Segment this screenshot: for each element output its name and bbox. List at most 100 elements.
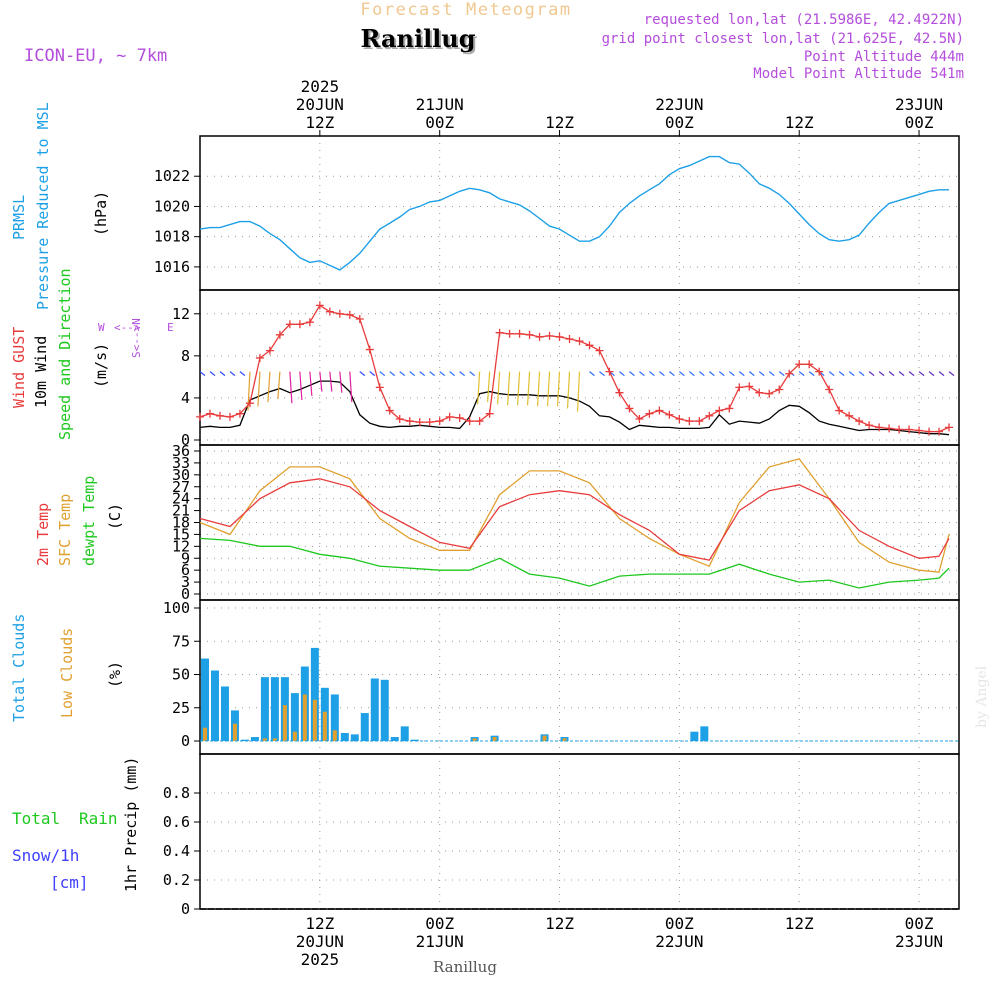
wind-direction-arrow <box>419 371 426 377</box>
y-tick-label: 100 <box>163 599 190 617</box>
y-tick-label: 0.6 <box>163 813 190 831</box>
y-tick-label: 1018 <box>154 228 190 246</box>
wind-direction-arrow <box>708 371 715 377</box>
total-cloud-bar <box>200 658 209 741</box>
low-cloud-bar <box>472 738 477 741</box>
total-precip-label: Total <box>12 809 60 828</box>
low-cloud-bar <box>562 738 567 741</box>
gust-marker <box>835 406 844 415</box>
wind-direction-arrow <box>329 371 333 392</box>
top-time-label: 12Z <box>545 113 574 132</box>
gust-marker <box>415 418 424 427</box>
panel-frame <box>199 289 960 446</box>
y-tick-label: 27 <box>172 478 190 496</box>
wind-direction-arrow <box>566 371 571 409</box>
gust-marker <box>275 330 284 339</box>
gust-marker <box>305 318 314 327</box>
gust-marker <box>725 404 734 413</box>
gust-marker <box>695 417 704 426</box>
wind-direction-arrow <box>908 371 915 377</box>
wind-direction-arrow <box>389 371 396 377</box>
gust-marker <box>935 427 944 436</box>
wind-direction-arrow <box>698 371 705 377</box>
snow-unit: [cm] <box>50 873 89 892</box>
wind-direction-arrow <box>209 371 216 377</box>
total-cloud-bar <box>260 677 269 741</box>
wind-direction-arrow <box>938 371 945 377</box>
y-tick-label: 30 <box>172 466 190 484</box>
gust-marker <box>805 360 814 369</box>
top-time-label: 21JUN <box>416 95 464 114</box>
gust-marker <box>645 409 654 418</box>
y-tick-label: 33 <box>172 454 190 472</box>
top-time-label: 23JUN <box>895 95 943 114</box>
gust-line <box>199 304 950 433</box>
gust-marker <box>375 383 384 392</box>
gust-marker <box>665 410 674 419</box>
gust-marker <box>815 367 824 376</box>
top-time-label: 00Z <box>425 113 454 132</box>
y-tick-label: 4 <box>181 389 190 407</box>
low-clouds-label: Low Clouds <box>58 628 76 718</box>
precip-panel-labels: Total Rain Snow/1h [cm] 1hr Precip (mm) <box>12 757 140 892</box>
wind-direction-arrow <box>219 371 226 377</box>
gust-marker <box>465 417 474 426</box>
gust-marker <box>485 409 494 418</box>
gust-marker <box>245 399 254 408</box>
wind-direction-arrow <box>728 371 735 377</box>
bottom-time-label: 00Z <box>665 914 694 933</box>
total-cloud-bar <box>360 713 369 741</box>
wind-direction-arrow <box>257 371 261 407</box>
wind-direction-arrow <box>778 371 785 377</box>
gust-marker <box>545 331 554 340</box>
pressure-panel-labels: PRMSL Pressure Reduced to MSL (hPa) <box>10 102 110 310</box>
total-cloud-bar <box>380 679 389 741</box>
wind-direction-arrow <box>449 371 456 377</box>
total-cloud-bar <box>270 677 279 741</box>
compass-we-arrow: <--> <box>114 321 141 334</box>
gust-marker <box>745 382 754 391</box>
gust-marker <box>715 406 724 415</box>
gust-marker <box>345 310 354 319</box>
bottom-time-label: 12Z <box>545 914 574 933</box>
t2m-label: 2m Temp <box>34 503 52 566</box>
gust-marker <box>265 346 274 355</box>
pressure-unit: (hPa) <box>92 191 110 236</box>
total-cloud-bar <box>400 726 409 741</box>
gust-marker <box>365 345 374 354</box>
wind-unit: (m/s) <box>92 343 110 388</box>
wind-direction-arrow <box>277 371 281 400</box>
wind-direction-arrow <box>487 371 491 403</box>
snow-label: Snow/1h <box>12 846 79 865</box>
clouds-panel-labels: Total Clouds Low Clouds (%) <box>10 614 124 722</box>
gust-marker <box>685 417 694 426</box>
total-cloud-bar <box>290 693 299 741</box>
y-tick-label: 1016 <box>154 258 190 276</box>
wind-direction-arrow <box>439 371 446 377</box>
gust-marker <box>855 417 864 426</box>
wind-direction-arrow <box>399 371 406 377</box>
y-tick-label: 36 <box>172 442 190 460</box>
wind-direction-arrow <box>556 371 561 407</box>
low-cloud-bar <box>282 705 287 741</box>
top-time-label: 00Z <box>905 113 934 132</box>
y-tick-label: 21 <box>172 502 190 520</box>
compass-ns-arrow: S<-->N <box>130 318 143 358</box>
compass-e: E <box>167 321 174 334</box>
top-time-label: 2025 <box>301 77 340 96</box>
y-tick-label: 0 <box>181 585 190 603</box>
wind10m-line <box>199 380 950 436</box>
gust-marker <box>535 332 544 341</box>
wind-panel-labels: Wind GUST 10m Wind Speed and Direction (… <box>10 268 174 440</box>
gust-marker <box>555 332 564 341</box>
y-tick-label: 1020 <box>154 197 190 215</box>
y-tick-label: 0 <box>181 732 190 750</box>
wind-direction-arrow <box>429 371 436 377</box>
gust-marker <box>575 337 584 346</box>
y-tick-label: 9 <box>181 549 190 567</box>
wind-direction-arrow <box>718 371 725 377</box>
gust-marker <box>865 421 874 430</box>
wind-direction-arrow <box>589 371 595 377</box>
y-tick-label: 24 <box>172 490 190 508</box>
